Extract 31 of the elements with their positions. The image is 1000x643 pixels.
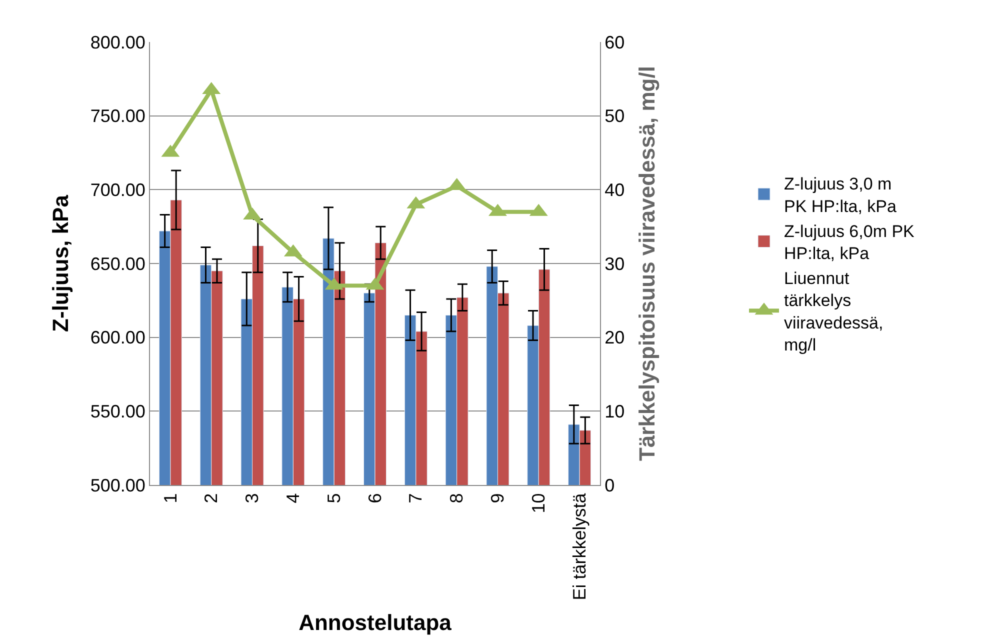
x-tick-label: Ei tärkkelystä bbox=[569, 492, 590, 600]
legend-label: Liuennut tärkkelys viiravedessä, mg/l bbox=[784, 269, 884, 354]
x-tick-label: 1 bbox=[160, 493, 180, 504]
y-tick-label: 800.00 bbox=[90, 32, 146, 52]
x-tick-label: 5 bbox=[324, 493, 344, 504]
x-tick-label: 2 bbox=[201, 493, 222, 504]
y2-tick-label: 60 bbox=[604, 32, 625, 52]
x-tick-label: 6 bbox=[364, 493, 385, 504]
y-tick-label: 700.00 bbox=[90, 180, 146, 200]
y-axis-title: Z-lujuus, kPa bbox=[48, 194, 74, 332]
y2-tick-label: 0 bbox=[604, 475, 615, 496]
y2-axis-title: Tärkkelyspitoisuus viiravedessä, mg/l bbox=[634, 66, 660, 461]
legend-label: Z-lujuus 6,0m PK HP:lta, kPa bbox=[784, 222, 916, 263]
y-tick-label: 750.00 bbox=[90, 106, 146, 126]
y-tick-label: 600.00 bbox=[90, 328, 146, 348]
x-tick-label: 8 bbox=[446, 493, 467, 504]
y-tick-label: 500.00 bbox=[90, 475, 146, 496]
x-tick-label: 4 bbox=[283, 493, 304, 504]
legend-label: Z-lujuus 3,0 m PK HP:lta, kPa bbox=[784, 174, 897, 216]
x-tick-label: 10 bbox=[528, 493, 548, 514]
y2-tick-label: 20 bbox=[604, 328, 625, 348]
y2-tick-label: 10 bbox=[604, 401, 625, 422]
x-tick-label: 7 bbox=[406, 493, 426, 504]
y2-tick-label: 50 bbox=[604, 106, 625, 126]
y-tick-label: 650.00 bbox=[90, 254, 146, 274]
y2-tick-label: 40 bbox=[604, 180, 625, 200]
y-tick-label: 550.00 bbox=[90, 401, 146, 422]
x-tick-label: 3 bbox=[242, 493, 262, 504]
x-tick-label: 9 bbox=[488, 493, 508, 504]
y2-tick-label: 30 bbox=[604, 254, 625, 274]
x-axis-title: Annostelutapa bbox=[298, 610, 452, 636]
